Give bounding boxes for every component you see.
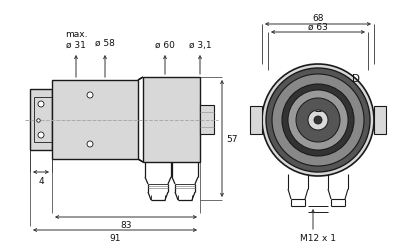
Circle shape (266, 69, 370, 172)
Text: M12 x 1: M12 x 1 (300, 234, 336, 242)
Text: max.
ø 31: max. ø 31 (65, 30, 87, 49)
Circle shape (296, 99, 340, 142)
Circle shape (262, 65, 374, 176)
Bar (30, 90, 52, 150)
Text: ø 3,1: ø 3,1 (189, 40, 211, 49)
Text: ø 63: ø 63 (308, 22, 328, 32)
Circle shape (282, 85, 354, 156)
Text: 57: 57 (226, 135, 238, 144)
Circle shape (87, 93, 93, 99)
Text: D: D (352, 74, 360, 84)
Text: 83: 83 (120, 220, 132, 230)
Circle shape (288, 91, 348, 150)
Circle shape (272, 75, 364, 166)
Text: 68: 68 (312, 13, 324, 22)
Bar (200, 106, 214, 135)
Text: 4: 4 (38, 176, 44, 185)
Circle shape (38, 133, 44, 138)
Bar (143, 78, 200, 162)
Bar (374, 107, 386, 135)
Bar (250, 107, 262, 135)
Text: ø 60: ø 60 (155, 40, 175, 49)
Text: ø 58: ø 58 (95, 38, 115, 47)
Circle shape (87, 141, 93, 147)
Circle shape (314, 116, 322, 124)
Bar (52, 81, 138, 159)
Text: 91: 91 (109, 234, 121, 242)
Circle shape (38, 102, 44, 108)
Circle shape (308, 111, 328, 131)
